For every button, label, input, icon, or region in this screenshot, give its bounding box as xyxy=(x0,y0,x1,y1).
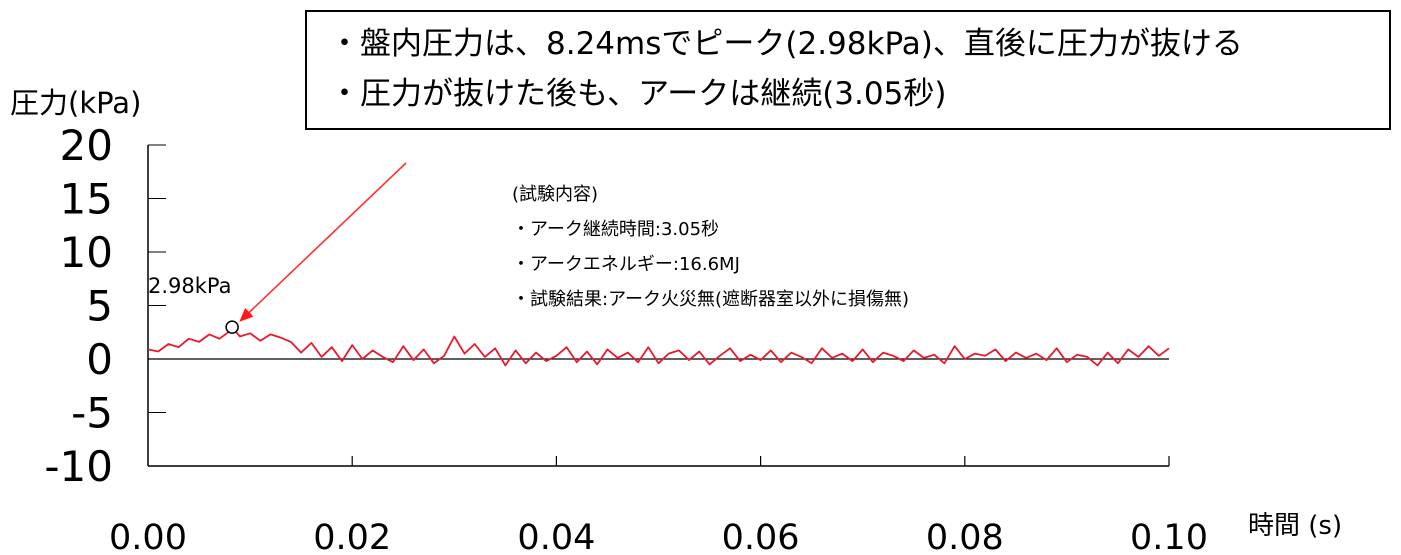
peak-layer: 2.98kPa xyxy=(148,162,407,334)
y-tick-label-20: 20 xyxy=(60,121,113,170)
annotation-line-2: ・アーク継続時間:3.05秒 xyxy=(512,219,719,240)
test-annotation: (試験内容) ・アーク継続時間:3.05秒・アークエネルギー:16.6MJ ・試験結… xyxy=(512,184,909,310)
x-tick-label-0.06: 0.06 xyxy=(722,518,800,555)
peak-arrow xyxy=(239,162,407,322)
y-tick-label--10: -10 xyxy=(44,442,113,491)
annotation-line-1: (試験内容) xyxy=(512,184,598,205)
x-ticks: 0.00 0.02 0.04 0.06 0.08 0.10 xyxy=(109,456,1208,555)
annotation-line-4: ・試験結果:アーク火災無(遮断器室以外に損傷無) xyxy=(512,289,909,310)
x-tick-label-0.00: 0.00 xyxy=(109,518,187,555)
series-layer xyxy=(147,326,1170,367)
x-tick-label-0.08: 0.08 xyxy=(926,518,1004,555)
y-tick-label-0: 0 xyxy=(86,335,113,384)
peak-label: 2.98kPa xyxy=(148,274,232,298)
series-line-1 xyxy=(147,326,1170,367)
y-tick-label-5: 5 xyxy=(86,282,113,331)
y-tick-label-10: 10 xyxy=(60,228,113,277)
x-axis-title: 時間 (s) xyxy=(1248,511,1343,541)
x-tick-label-0.04: 0.04 xyxy=(517,518,595,555)
summary-line-2: ・圧力が抜けた後も、アークは継続(3.05秒) xyxy=(329,76,947,112)
y-tick-label--5: -5 xyxy=(71,389,113,438)
summary-line-1: ・盤内圧力は、8.24msでピーク(2.98kPa)、直後に圧力が抜ける xyxy=(329,26,1243,62)
y-axis-title: 圧力(kPa) xyxy=(10,86,142,120)
x-tick-label-0.02: 0.02 xyxy=(313,518,391,555)
y-tick-label-15: 15 xyxy=(60,175,113,224)
peak-marker xyxy=(225,320,239,334)
annotation-line-3: ・アークエネルギー:16.6MJ xyxy=(512,254,740,275)
summary-box: ・盤内圧力は、8.24msでピーク(2.98kPa)、直後に圧力が抜ける ・圧力… xyxy=(305,10,1391,130)
x-tick-label-0.10: 0.10 xyxy=(1130,518,1208,555)
